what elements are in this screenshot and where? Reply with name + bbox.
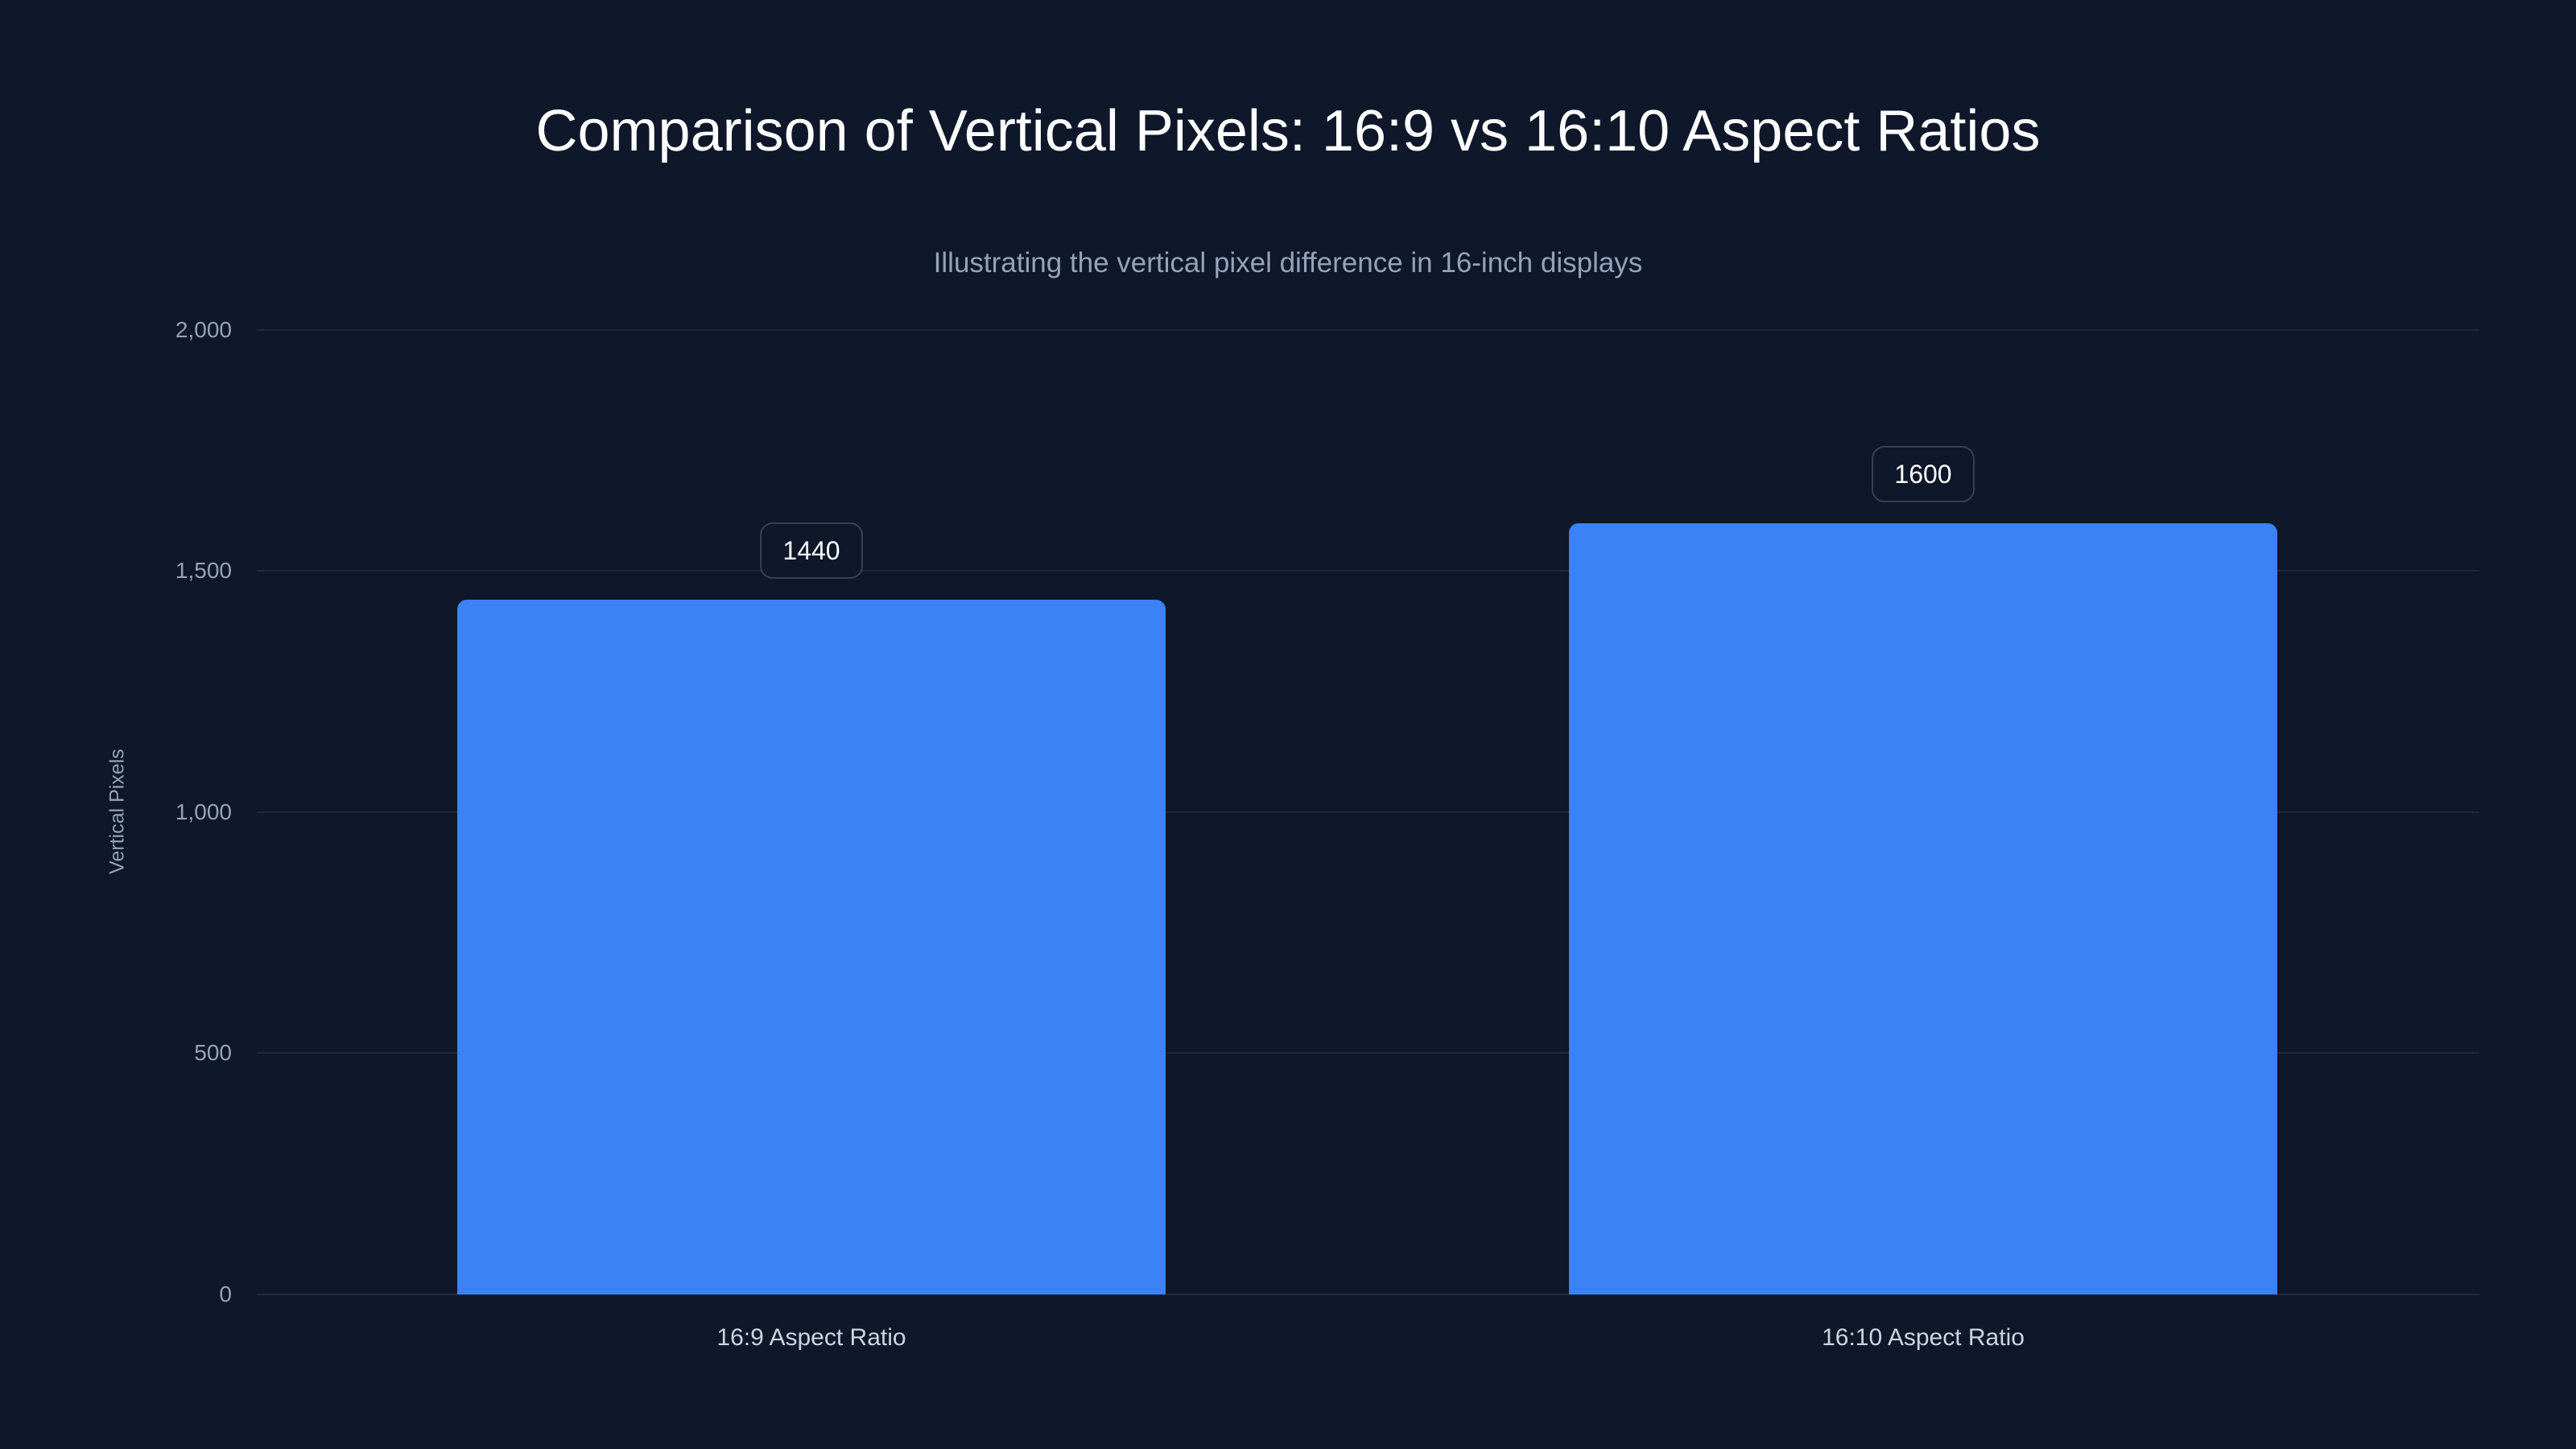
y-tick-1500: 1,500 [175,558,232,583]
y-tick-500: 500 [194,1040,232,1065]
gridline-2000 [257,329,2479,331]
gridline-0 [257,1294,2479,1295]
plot-area [257,329,2479,1295]
bar-16-9[interactable] [457,600,1166,1294]
gridline-500 [257,1052,2479,1054]
y-tick-1000: 1,000 [175,799,232,824]
value-label-16-10: 1600 [1872,445,1975,502]
gridline-1000 [257,811,2479,813]
y-tick-2000: 2,000 [175,317,232,342]
chart-subtitle: Illustrating the vertical pixel differen… [933,247,1643,279]
gridline-1500 [257,570,2479,572]
bar-16-10[interactable] [1569,522,2277,1294]
x-tick-16-10: 16:10 Aspect Ratio [1822,1324,2025,1351]
chart-title: Comparison of Vertical Pixels: 16:9 vs 1… [535,99,2041,163]
value-label-16-9: 1440 [760,522,863,580]
x-tick-16-9: 16:9 Aspect Ratio [716,1324,906,1351]
y-tick-0: 0 [219,1282,232,1307]
